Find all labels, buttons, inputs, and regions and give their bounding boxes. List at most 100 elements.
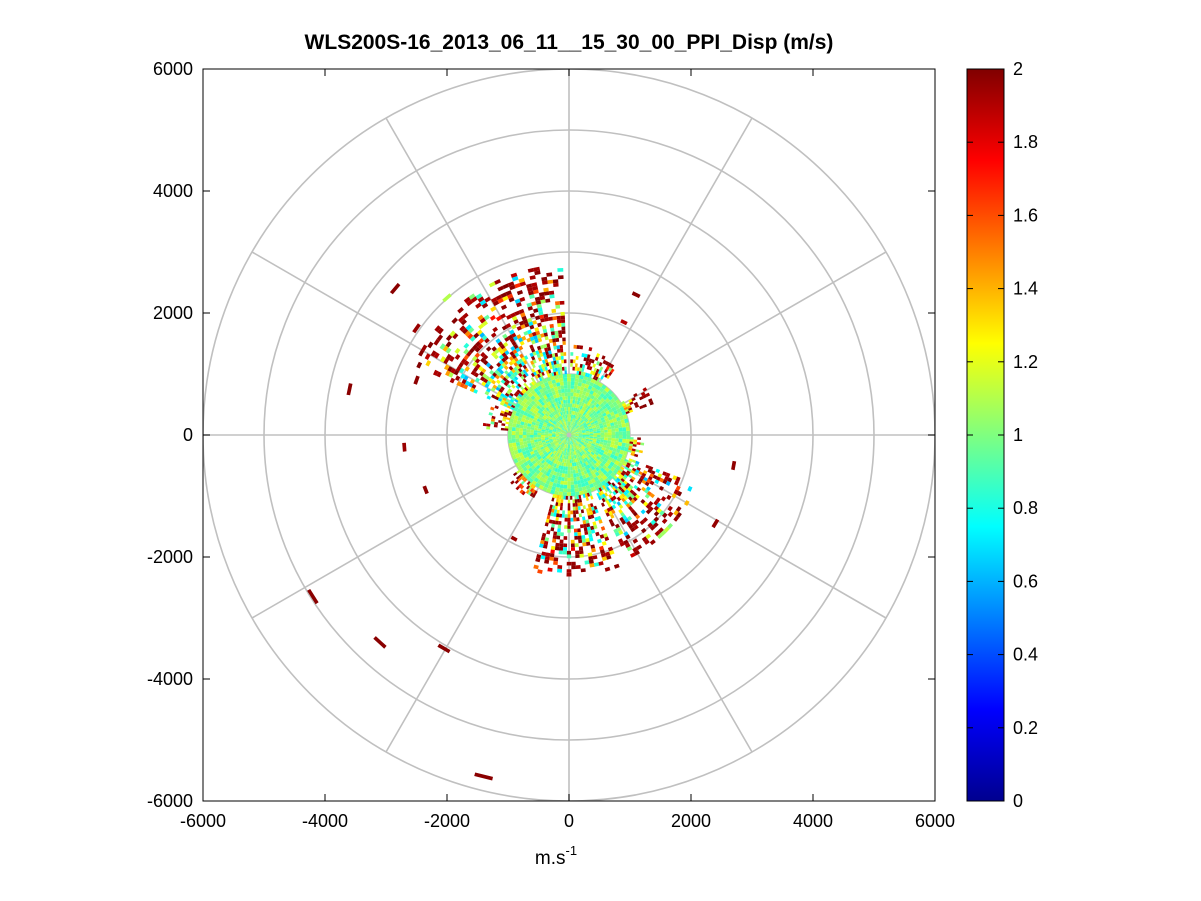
sector-cell xyxy=(502,283,510,289)
near-field-cell xyxy=(563,447,566,452)
near-field-cell xyxy=(589,420,594,424)
sector-cell xyxy=(544,556,550,561)
near-field-cell xyxy=(601,405,607,410)
sector-cell xyxy=(583,357,587,362)
near-field-cell xyxy=(619,406,625,412)
sector-cell xyxy=(619,484,625,489)
near-field-cell xyxy=(574,411,577,416)
sector-cell xyxy=(449,377,455,384)
near-field-cell xyxy=(566,414,569,418)
near-field-cell xyxy=(550,412,554,417)
sector-cell xyxy=(511,324,517,330)
sector-cell xyxy=(539,295,546,301)
near-field-cell xyxy=(551,398,556,404)
sector-cell xyxy=(599,545,604,551)
sector-cell xyxy=(421,344,428,352)
sector-cell xyxy=(550,331,555,336)
sector-cell xyxy=(529,336,535,342)
near-field-cell xyxy=(538,466,543,472)
near-field-cell xyxy=(601,460,607,465)
near-field-cell xyxy=(538,484,544,490)
sector-cell xyxy=(436,371,442,378)
near-field-cell xyxy=(548,437,553,440)
near-field-cell xyxy=(513,458,519,464)
sector-cell xyxy=(488,412,493,416)
sector-cell xyxy=(481,335,488,341)
near-field-cell xyxy=(588,402,593,408)
sector-cell xyxy=(613,563,620,569)
sector-cell xyxy=(592,510,596,515)
near-field-cell xyxy=(573,407,576,412)
sector-cell xyxy=(602,359,607,365)
near-field-cell xyxy=(592,383,598,389)
sector-cell xyxy=(464,380,470,386)
sector-cell xyxy=(560,319,566,323)
sector-cell xyxy=(443,358,449,365)
sector-cell xyxy=(548,338,553,344)
sector-cell xyxy=(502,418,507,422)
near-field-cell xyxy=(540,396,546,402)
sector-cell xyxy=(494,279,501,285)
near-field-cell xyxy=(597,482,604,488)
sector-cell xyxy=(576,345,580,349)
near-field-cell xyxy=(574,400,578,405)
near-field-cell xyxy=(611,431,616,435)
near-field-cell xyxy=(563,436,567,438)
sector-cell xyxy=(475,377,480,383)
sector-cell xyxy=(504,428,509,431)
near-field-cell xyxy=(525,400,531,406)
sector-cell xyxy=(440,356,446,363)
sector-cell xyxy=(486,423,491,427)
near-field-cell xyxy=(561,419,564,423)
sector-cell xyxy=(512,335,518,341)
near-field-cell xyxy=(564,448,567,452)
sector-cell xyxy=(552,505,556,510)
sector-cell xyxy=(635,469,640,474)
sector-cell xyxy=(574,366,578,371)
near-field-cell xyxy=(574,442,578,447)
near-field-cell xyxy=(543,408,548,413)
sector-cell xyxy=(529,313,535,318)
sector-cell xyxy=(468,293,476,300)
sector-cell xyxy=(673,515,680,522)
sector-cell xyxy=(509,329,515,335)
near-field-cell xyxy=(561,447,564,451)
near-field-cell xyxy=(565,462,568,467)
near-field-cell xyxy=(576,440,580,444)
sector-cell xyxy=(634,463,639,467)
polar-spoke xyxy=(251,434,570,619)
near-field-cell xyxy=(614,438,619,442)
sector-cell xyxy=(606,555,612,560)
sector-cell xyxy=(541,371,545,376)
sector-cell xyxy=(513,371,518,377)
near-field-cell xyxy=(545,428,550,431)
sector-cell xyxy=(483,359,489,366)
near-field-cell xyxy=(615,399,621,405)
near-field-cell xyxy=(567,417,569,422)
near-field-cell xyxy=(577,404,581,409)
near-field-cell xyxy=(571,432,575,435)
near-field-cell xyxy=(574,437,578,440)
sector-cell xyxy=(550,545,556,550)
near-field-cell xyxy=(569,437,571,441)
sector-cell xyxy=(510,379,515,385)
near-field-cell xyxy=(570,385,575,389)
near-field-cell xyxy=(617,445,622,450)
near-field-cell xyxy=(602,469,608,475)
sector-cell xyxy=(656,507,662,514)
near-field-cell xyxy=(596,438,601,442)
near-field-cell xyxy=(553,394,557,399)
sector-cell xyxy=(535,370,540,375)
near-field-cell xyxy=(553,471,557,476)
sector-cell xyxy=(545,362,550,367)
near-field-cell xyxy=(546,443,551,447)
sector-cell xyxy=(562,547,567,551)
near-field-cell xyxy=(540,383,546,389)
near-field-cell xyxy=(564,392,568,397)
near-field-cell xyxy=(555,434,560,435)
sector-cell xyxy=(618,504,624,509)
near-field-cell xyxy=(542,399,548,405)
sector-cell xyxy=(497,297,504,304)
near-field-cell xyxy=(562,399,566,404)
sector-cell xyxy=(633,441,637,445)
